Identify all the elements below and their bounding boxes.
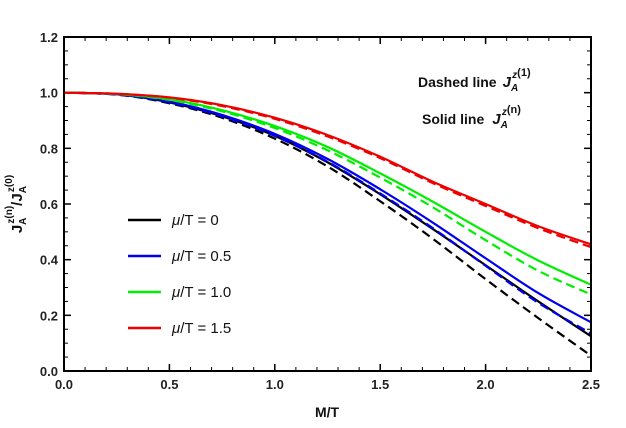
series-layer <box>63 91 592 357</box>
y-axis-title: JAz(n)/JAz(0) <box>4 175 29 233</box>
solid-note-text: Solid line <box>422 111 484 127</box>
x-axis-title: M/T <box>315 404 340 420</box>
legend-mu: μ <box>171 212 180 229</box>
y-title-order1: (n) <box>4 206 15 219</box>
series-line-dashed <box>63 91 592 335</box>
y-title-order2: (0) <box>4 175 15 187</box>
series-line-dashed <box>63 91 592 296</box>
y-tick-label: 0.2 <box>40 308 58 323</box>
y-tick-label: 0.6 <box>40 197 58 212</box>
x-tick-label: 0.5 <box>160 377 178 392</box>
series-line-dashed <box>63 91 592 249</box>
solid-note-order: (n) <box>507 104 521 116</box>
x-tick-label: 2.0 <box>477 377 495 392</box>
legend-label: μ/T = 0.5 <box>171 248 231 265</box>
legend-mu: μ <box>171 320 180 337</box>
y-title-j2: J <box>9 193 26 201</box>
y-title-sub2: A <box>18 186 29 193</box>
x-tick-label: 1.5 <box>371 377 389 392</box>
dashed-note-text: Dashed line <box>418 74 497 90</box>
plot-frame <box>63 36 592 372</box>
legend-value: /T = 0.5 <box>180 248 231 265</box>
legend-mu: μ <box>171 248 180 265</box>
legend-label: μ/T = 0 <box>171 212 219 229</box>
x-tick-label: 1.0 <box>266 377 284 392</box>
solid-note-sub: A <box>500 120 508 131</box>
x-tick-label: 2.5 <box>582 377 600 392</box>
legend-label: μ/T = 1.5 <box>171 320 231 337</box>
plot-background <box>64 37 591 371</box>
solid-note: Solid line JAz(n) <box>422 104 521 131</box>
y-title-sub1: A <box>18 218 29 225</box>
dashed-note-sup: z <box>511 70 517 81</box>
y-tick-labels: 0.0 0.2 0.4 0.6 0.8 1.0 1.2 <box>40 30 59 379</box>
solid-note-sup: z <box>501 107 507 118</box>
y-tick-label: 0.0 <box>40 364 58 379</box>
y-title-j1: J <box>9 225 26 233</box>
legend-value: /T = 0 <box>180 212 219 229</box>
legend: μ/T = 0μ/T = 0.5μ/T = 1.0μ/T = 1.5 <box>128 212 231 337</box>
x-tick-labels: 0.0 0.5 1.0 1.5 2.0 2.5 <box>55 377 600 392</box>
dashed-note-j: J <box>503 74 512 91</box>
dashed-note: Dashed line JAz(1) <box>418 67 531 94</box>
solid-note-j: J <box>492 111 501 128</box>
y-title-sup2: z <box>6 187 17 192</box>
series-line-dashed <box>63 91 592 357</box>
legend-value: /T = 1.5 <box>180 320 231 337</box>
legend-label: μ/T = 1.0 <box>171 284 231 301</box>
x-tick-label: 0.0 <box>55 377 73 392</box>
y-tick-label: 0.4 <box>40 253 59 268</box>
legend-mu: μ <box>171 284 180 301</box>
legend-value: /T = 1.0 <box>180 284 231 301</box>
y-title-sep: / <box>9 201 26 206</box>
dashed-note-sub: A <box>510 83 518 94</box>
y-tick-label: 1.2 <box>40 30 58 45</box>
dashed-note-order: (1) <box>517 67 531 79</box>
y-tick-label: 0.8 <box>40 141 58 156</box>
y-tick-label: 1.0 <box>40 86 58 101</box>
y-title-sup1: z <box>6 219 17 224</box>
